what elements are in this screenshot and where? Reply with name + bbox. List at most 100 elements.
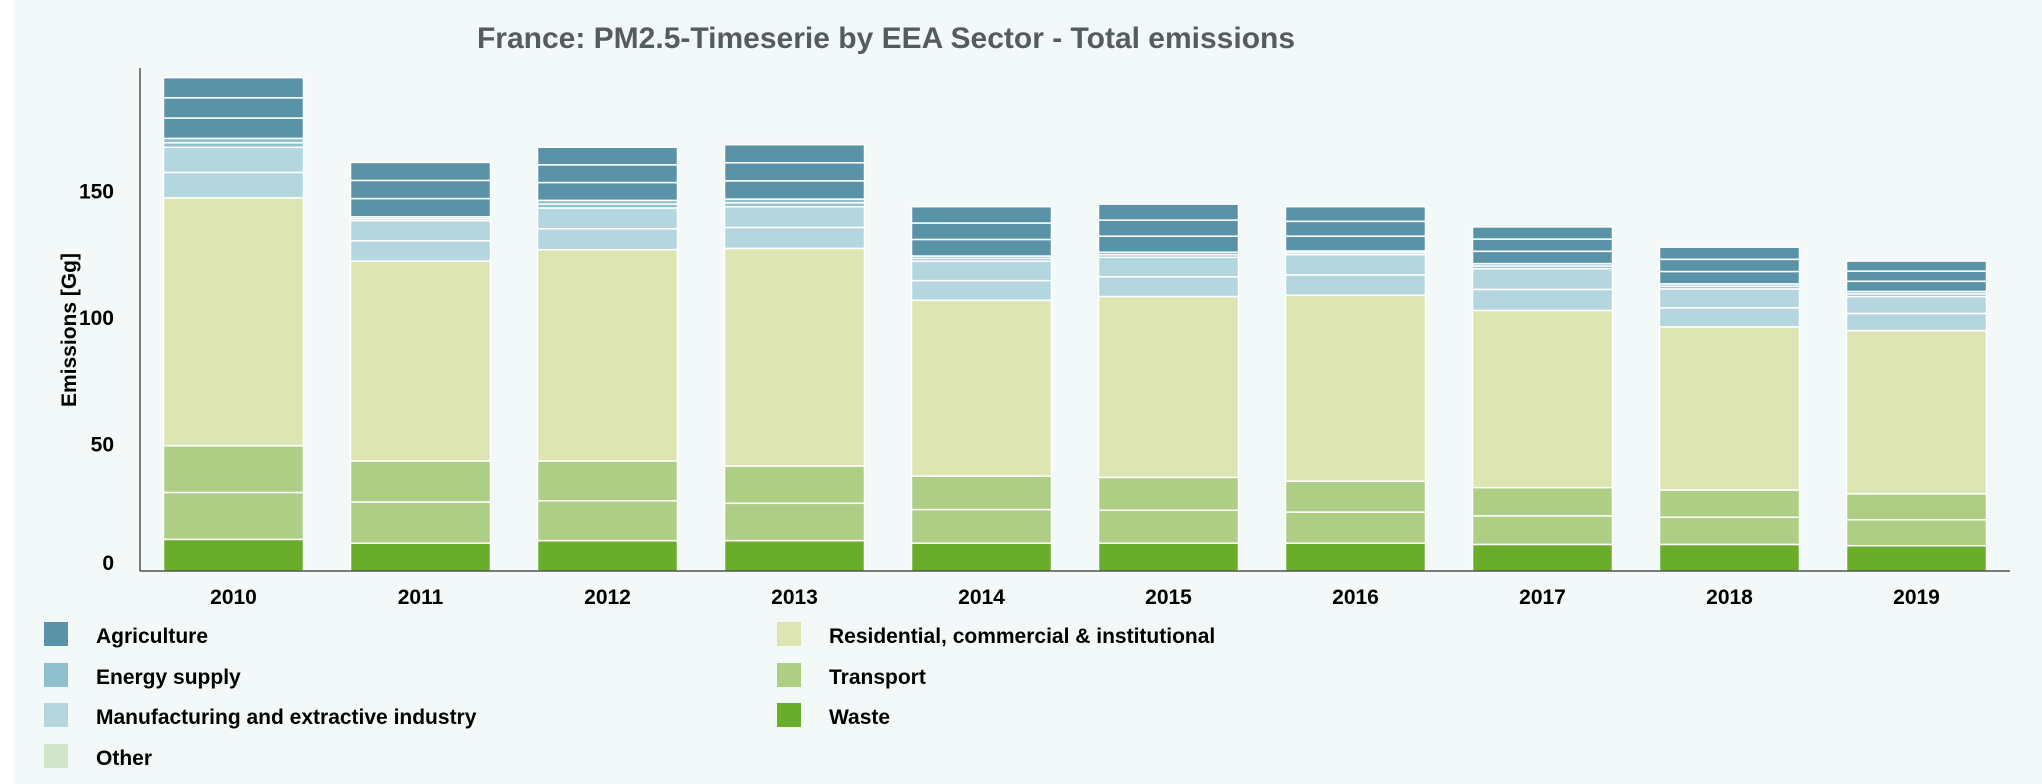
bar-residential-commercial-institutional-2015 [1097, 295, 1240, 479]
bar-agriculture-2011-part2 [349, 179, 492, 200]
bar-manufacturing-and-extractive-industry-2010-part2 [162, 171, 305, 199]
bar-manufacturing-and-extractive-industry-2011-part1 [349, 219, 492, 242]
legend-label: Residential, commercial & institutional [829, 625, 1215, 648]
bar-agriculture-2013-part1 [723, 143, 866, 164]
x-tick-label: 2010 [210, 586, 257, 609]
bar-transport-2014-part1 [910, 475, 1053, 511]
bar-manufacturing-and-extractive-industry-2018-part1 [1658, 288, 1801, 309]
bar-agriculture-2017-part2 [1471, 238, 1614, 253]
bar-transport-2015-part1 [1097, 476, 1240, 512]
bar-transport-2015-part2 [1097, 509, 1240, 544]
bar-manufacturing-and-extractive-industry-2012-part2 [536, 228, 679, 251]
bar-residential-commercial-institutional-2011 [349, 260, 492, 462]
legend-label: Other [96, 747, 152, 770]
bar-manufacturing-and-extractive-industry-2011-part2 [349, 240, 492, 262]
bar-agriculture-2011-part3 [349, 197, 492, 218]
legend-label: Waste [829, 706, 890, 729]
legend-item-agriculture[interactable]: Agriculture [44, 622, 208, 648]
bar-waste-2014 [910, 542, 1053, 572]
bar-manufacturing-and-extractive-industry-2017-part1 [1471, 267, 1614, 291]
bar-residential-commercial-institutional-2016 [1284, 294, 1427, 482]
bar-energy-supply-2010-part2 [162, 142, 305, 148]
legend-item-manufacturing-and-extractive-industry[interactable]: Manufacturing and extractive industry [44, 703, 477, 729]
bar-waste-2010 [162, 538, 305, 572]
bar-waste-2011 [349, 542, 492, 572]
bar-transport-2018-part2 [1658, 516, 1801, 546]
x-tick-label: 2012 [584, 586, 631, 609]
bar-agriculture-2015-part2 [1097, 219, 1240, 237]
bar-manufacturing-and-extractive-industry-2014-part2 [910, 279, 1053, 302]
bar-residential-commercial-institutional-2019 [1845, 329, 1988, 495]
bar-agriculture-2011-part1 [349, 161, 492, 182]
bar-transport-2010-part1 [162, 445, 305, 494]
bar-manufacturing-and-extractive-industry-2013-part1 [723, 205, 866, 229]
bar-agriculture-2014-part1 [910, 205, 1053, 224]
bar-manufacturing-and-extractive-industry-2013-part2 [723, 226, 866, 250]
bar-agriculture-2013-part2 [723, 162, 866, 182]
bar-energy-supply-2019-part2 [1845, 293, 1988, 298]
legend-swatch [44, 622, 68, 646]
bar-agriculture-2013-part3 [723, 180, 866, 200]
chart-title: France: PM2.5-Timeserie by EEA Sector - … [477, 22, 1295, 55]
bar-agriculture-2010-part1 [162, 76, 305, 99]
bar-agriculture-2018-part1 [1658, 246, 1801, 261]
bar-manufacturing-and-extractive-industry-2018-part2 [1658, 307, 1801, 328]
bar-agriculture-2014-part2 [910, 222, 1053, 241]
bar-manufacturing-and-extractive-industry-2015-part1 [1097, 256, 1240, 278]
legend-swatch [44, 703, 68, 727]
legend-item-transport[interactable]: Transport [777, 663, 926, 689]
bar-agriculture-2012-part2 [536, 164, 679, 184]
legend-swatch [777, 663, 801, 687]
chart-panel: France: PM2.5-Timeserie by EEA Sector - … [14, 0, 2042, 784]
bar-transport-2019-part1 [1845, 493, 1988, 521]
stacked-bar-chart: France: PM2.5-Timeserie by EEA Sector - … [44, 22, 2010, 770]
legend-item-other[interactable]: Other [44, 744, 152, 770]
legend-label: Agriculture [96, 625, 208, 648]
legend-swatch [44, 744, 68, 768]
bar-agriculture-2018-part2 [1658, 258, 1801, 273]
bar-energy-supply-2018-part2 [1658, 285, 1801, 290]
legend-item-residential-commercial-institutional[interactable]: Residential, commercial & institutional [777, 622, 1215, 648]
bar-manufacturing-and-extractive-industry-2016-part2 [1284, 274, 1427, 296]
bar-transport-2012-part1 [536, 460, 679, 502]
bar-energy-supply-2017-part2 [1471, 265, 1614, 270]
bar-agriculture-2014-part3 [910, 238, 1053, 257]
bar-agriculture-2018-part3 [1658, 270, 1801, 285]
bar-residential-commercial-institutional-2017 [1471, 309, 1614, 489]
bar-waste-2018 [1658, 543, 1801, 572]
bar-waste-2016 [1284, 542, 1427, 572]
bar-manufacturing-and-extractive-industry-2016-part1 [1284, 254, 1427, 276]
bar-energy-supply-2015-part2 [1097, 254, 1240, 259]
bar-transport-2011-part1 [349, 460, 492, 503]
bar-agriculture-2016-part3 [1284, 235, 1427, 252]
x-tick-label: 2016 [1332, 586, 1379, 609]
legend-item-energy-supply[interactable]: Energy supply [44, 663, 241, 689]
bar-manufacturing-and-extractive-industry-2019-part2 [1845, 312, 1988, 332]
bar-manufacturing-and-extractive-industry-2014-part1 [910, 260, 1053, 282]
y-tick-label: 100 [79, 307, 114, 330]
bar-energy-supply-2014-part2 [910, 257, 1053, 262]
bar-agriculture-2019-part1 [1845, 260, 1988, 272]
bar-residential-commercial-institutional-2010 [162, 197, 305, 447]
y-tick-label: 150 [79, 181, 114, 204]
bar-transport-2013-part2 [723, 502, 866, 542]
bar-transport-2014-part2 [910, 508, 1053, 544]
legend-swatch [44, 663, 68, 687]
bar-waste-2019 [1845, 544, 1988, 572]
bar-agriculture-2015-part1 [1097, 203, 1240, 221]
bar-waste-2012 [536, 539, 679, 572]
bar-energy-supply-2016-part2 [1284, 252, 1427, 256]
legend-label: Energy supply [96, 666, 241, 689]
bar-transport-2016-part1 [1284, 480, 1427, 513]
legend-swatch [777, 703, 801, 727]
bar-waste-2015 [1097, 542, 1240, 572]
bar-agriculture-2017-part1 [1471, 226, 1614, 240]
bar-transport-2013-part1 [723, 465, 866, 505]
y-tick-label: 50 [91, 434, 114, 457]
legend-item-waste[interactable]: Waste [777, 703, 890, 729]
bar-residential-commercial-institutional-2013 [723, 247, 866, 467]
bar-agriculture-2010-part2 [162, 97, 305, 119]
bar-agriculture-2015-part3 [1097, 235, 1240, 253]
bars-layer [162, 76, 1988, 572]
bar-agriculture-2016-part2 [1284, 220, 1427, 237]
